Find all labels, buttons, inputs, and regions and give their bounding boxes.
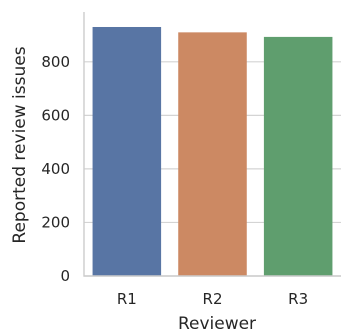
y-tick-label-400: 400 [41, 160, 70, 178]
bars [92, 26, 333, 277]
y-tick-label-600: 600 [41, 106, 70, 124]
y-axis-label: Reported review issues [10, 46, 30, 243]
bar-r2 [178, 32, 247, 277]
y-tick-label-800: 800 [41, 53, 70, 71]
x-tick-label-r3: R3 [288, 290, 308, 308]
x-tick-label-r2: R2 [203, 290, 223, 308]
bar-r1 [92, 26, 162, 277]
x-tick-labels: R1 R2 R3 [117, 290, 308, 308]
x-axis-label: Reviewer [178, 314, 256, 331]
y-tick-label-0: 0 [60, 267, 70, 285]
y-tick-label-200: 200 [41, 213, 70, 231]
axis-spines [83, 12, 341, 277]
x-tick-label-r1: R1 [117, 290, 137, 308]
y-tick-labels: 0 200 400 600 800 [41, 53, 70, 285]
bar-r3 [263, 36, 333, 277]
